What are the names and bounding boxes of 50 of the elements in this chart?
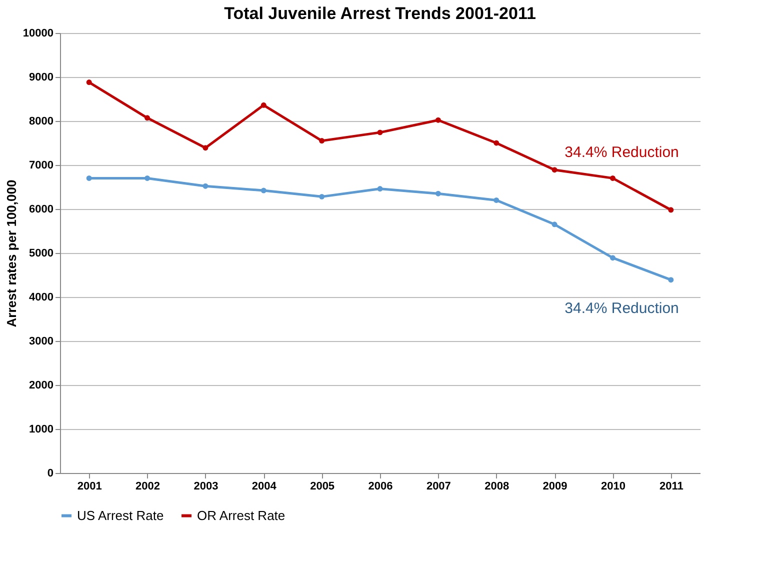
x-tick-label: 2010 bbox=[600, 480, 626, 492]
point bbox=[319, 194, 325, 200]
point bbox=[260, 188, 266, 194]
y-tick-label: 8000 bbox=[29, 116, 54, 128]
y-tick-label: 5000 bbox=[29, 248, 54, 260]
x-tick-label: 2007 bbox=[426, 480, 451, 492]
point bbox=[86, 175, 92, 181]
y-tick-label: 4000 bbox=[29, 292, 54, 304]
y-tick-label: 1000 bbox=[29, 424, 54, 436]
x-tick-label: 2009 bbox=[542, 480, 568, 492]
x-tick-label: 2004 bbox=[252, 480, 278, 492]
y-tick-label: 3000 bbox=[29, 336, 54, 348]
y-tick-label: 9000 bbox=[29, 72, 54, 84]
point bbox=[202, 183, 208, 189]
point bbox=[377, 130, 383, 136]
point bbox=[552, 222, 558, 228]
point bbox=[377, 186, 383, 192]
y-tick-label: 0 bbox=[47, 468, 54, 480]
y-tick-label: 2000 bbox=[29, 380, 54, 392]
point bbox=[494, 197, 500, 203]
annotation: 34.4% Reduction bbox=[564, 300, 679, 317]
point bbox=[86, 80, 92, 86]
point bbox=[435, 117, 441, 123]
legend-label: US Arrest Rate bbox=[77, 508, 164, 523]
point bbox=[144, 175, 150, 181]
point bbox=[202, 145, 208, 151]
x-tick-label: 2001 bbox=[77, 480, 102, 492]
y-tick-label: 10000 bbox=[22, 28, 54, 40]
x-tick-label: 2011 bbox=[659, 480, 684, 492]
x-tick-label: 2006 bbox=[368, 480, 393, 492]
x-tick-label: 2008 bbox=[484, 480, 510, 492]
point bbox=[435, 190, 441, 196]
point bbox=[610, 175, 616, 181]
point bbox=[668, 277, 674, 283]
y-tick-label: 6000 bbox=[29, 204, 54, 216]
x-tick-label: 2005 bbox=[310, 480, 335, 492]
point bbox=[260, 102, 266, 108]
x-tick-label: 2003 bbox=[194, 480, 218, 492]
point bbox=[319, 138, 325, 144]
point bbox=[552, 167, 558, 173]
point bbox=[610, 255, 616, 261]
point bbox=[668, 207, 674, 213]
x-tick-label: 2002 bbox=[136, 480, 160, 492]
point bbox=[144, 115, 150, 121]
chart-title: Total Juvenile Arrest Trends 2001-2011 bbox=[224, 4, 536, 23]
y-axis-title: Arrest rates per 100,000 bbox=[4, 180, 19, 328]
point bbox=[494, 140, 500, 146]
y-tick-label: 7000 bbox=[29, 160, 54, 172]
annotation: 34.4% Reduction bbox=[564, 144, 679, 161]
legend-label: OR Arrest Rate bbox=[197, 508, 286, 523]
